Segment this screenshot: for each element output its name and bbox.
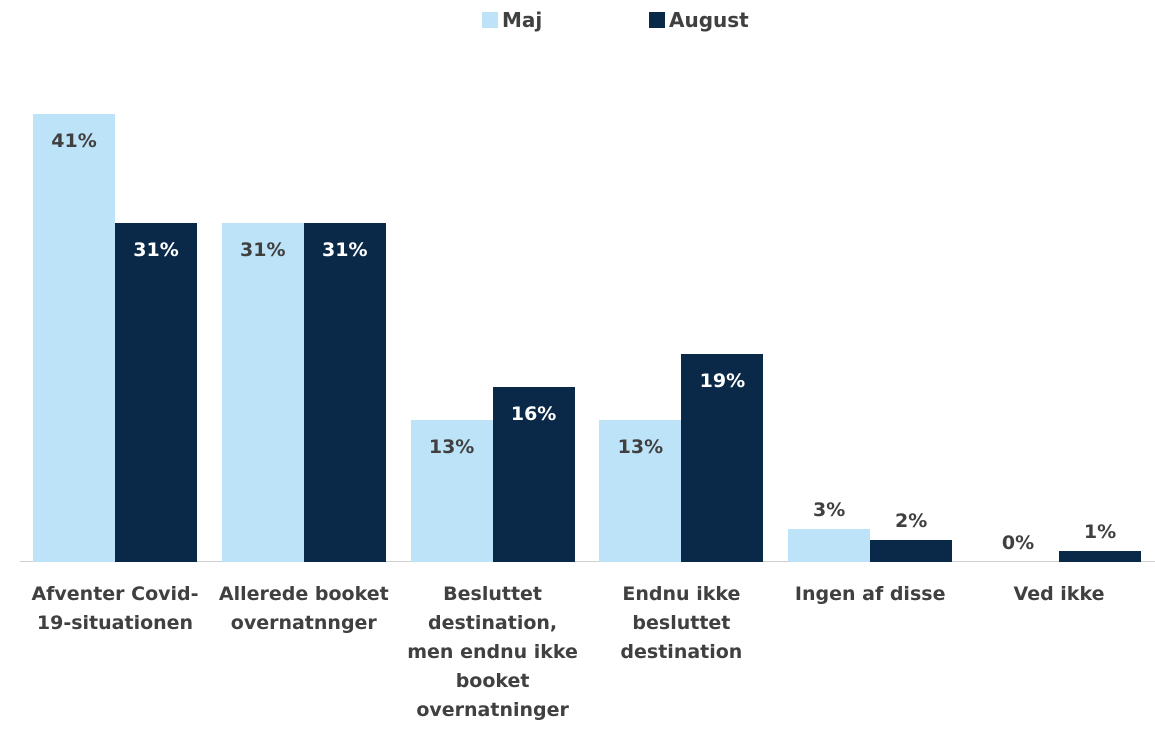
x-tick-label: Ingen af disse <box>794 583 946 605</box>
data-label: 19% <box>699 370 746 393</box>
bar <box>599 419 682 562</box>
bar <box>788 529 871 562</box>
bar <box>1059 551 1141 562</box>
bar <box>33 114 115 562</box>
bar <box>221 223 304 562</box>
data-label: 41% <box>51 130 97 152</box>
legend-swatch <box>649 12 665 28</box>
data-label: 0% <box>1001 532 1035 554</box>
x-tick-label: Allerede booket overnatnnger <box>218 583 389 634</box>
legend-label: August <box>669 8 749 32</box>
legend-label: Maj <box>502 8 543 32</box>
bar <box>303 223 386 562</box>
x-tick-label: Endnu ikke besluttet destination <box>620 583 743 663</box>
legend-item: August <box>649 8 749 32</box>
bar <box>492 387 575 562</box>
bar <box>115 223 197 562</box>
bar <box>410 419 493 562</box>
x-axis-line <box>20 561 1155 562</box>
data-label: 2% <box>895 510 928 533</box>
x-tick-label: Besluttet destination, men endnu ikke bo… <box>407 583 578 721</box>
data-label: 3% <box>813 499 846 522</box>
data-label: 31% <box>322 239 368 262</box>
data-label: 31% <box>240 239 286 262</box>
legend-swatch <box>482 12 498 28</box>
data-label: 16% <box>510 403 557 426</box>
data-label: 13% <box>428 435 475 458</box>
data-label: 13% <box>617 435 664 458</box>
bar <box>870 540 953 562</box>
x-tick-label: Ved ikke <box>1013 583 1105 605</box>
legend-item: Maj <box>482 8 542 32</box>
data-label: 1% <box>1083 521 1117 544</box>
data-label: 31% <box>133 239 179 262</box>
x-tick-label: Afventer Covid-19-situationen <box>31 583 199 634</box>
bar <box>681 354 764 562</box>
